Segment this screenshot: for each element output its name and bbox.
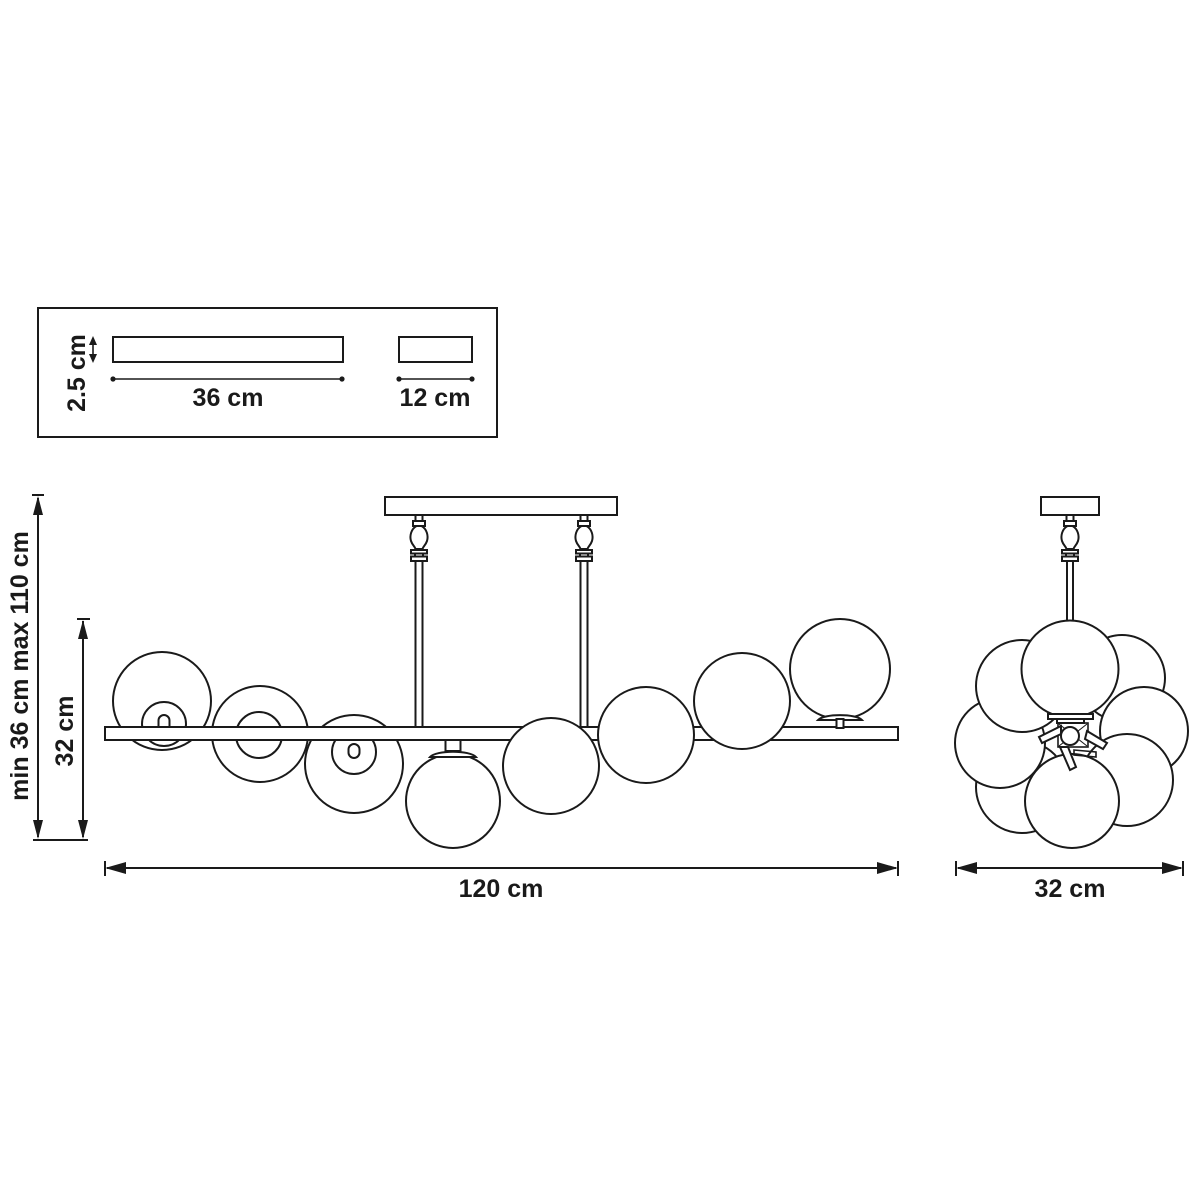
suspension-height-label: min 36 cm max 110 cm [6,531,34,801]
suspension-rod-left [414,560,424,729]
globe-on-top [789,618,891,729]
globe-behind-1 [112,651,212,751]
globe-front-1 [502,717,600,815]
cluster-globe-front [1020,619,1120,719]
side-view: 32 cm [954,496,1189,903]
mount-plates-panel: 2.5 cm 36 cm 12 cm [37,307,498,438]
front-width-dimension: 120 cm [104,861,899,903]
side-hanger-turnbuckle [1060,514,1080,562]
side-ceiling-plate [1040,496,1100,516]
body-height-dimension: 32 cm [51,618,90,839]
cluster-globe-bottom [1024,753,1120,849]
hub-arm-right [1083,729,1109,751]
hub-arm-down [1058,746,1078,772]
short-plate-width-label: 12 cm [400,384,471,412]
long-mount-plate: 36 cm [110,336,345,412]
globe-front-2 [597,686,695,784]
side-width-dimension: 32 cm [955,861,1184,903]
fixture-bar [104,726,899,741]
globe-hanging [405,739,501,849]
suspension-rod-right [579,560,589,729]
cluster-hub [1037,713,1109,772]
plate-thickness-dimension [89,336,97,363]
long-plate-width-label: 36 cm [193,384,264,412]
panel-border [37,307,498,438]
plate-thickness-label: 2.5 cm [63,334,91,412]
suspension-height-dimension: min 36 cm max 110 cm [6,494,88,841]
side-width-label: 32 cm [1035,875,1106,903]
short-mount-plate: 12 cm [396,336,475,412]
globe-front-3 [693,652,791,750]
ceiling-plate [384,496,618,516]
hanger-turnbuckle-left [409,514,429,562]
front-width-label: 120 cm [459,875,544,903]
side-suspension-rod [1066,560,1074,625]
hub-arm-left [1037,724,1062,745]
hub-arm-lower-right [1073,749,1097,758]
hanger-turnbuckle-right [574,514,594,562]
front-view: min 36 cm max 110 cm 32 cm 120 cm [6,494,899,903]
body-height-label: 32 cm [51,696,79,767]
